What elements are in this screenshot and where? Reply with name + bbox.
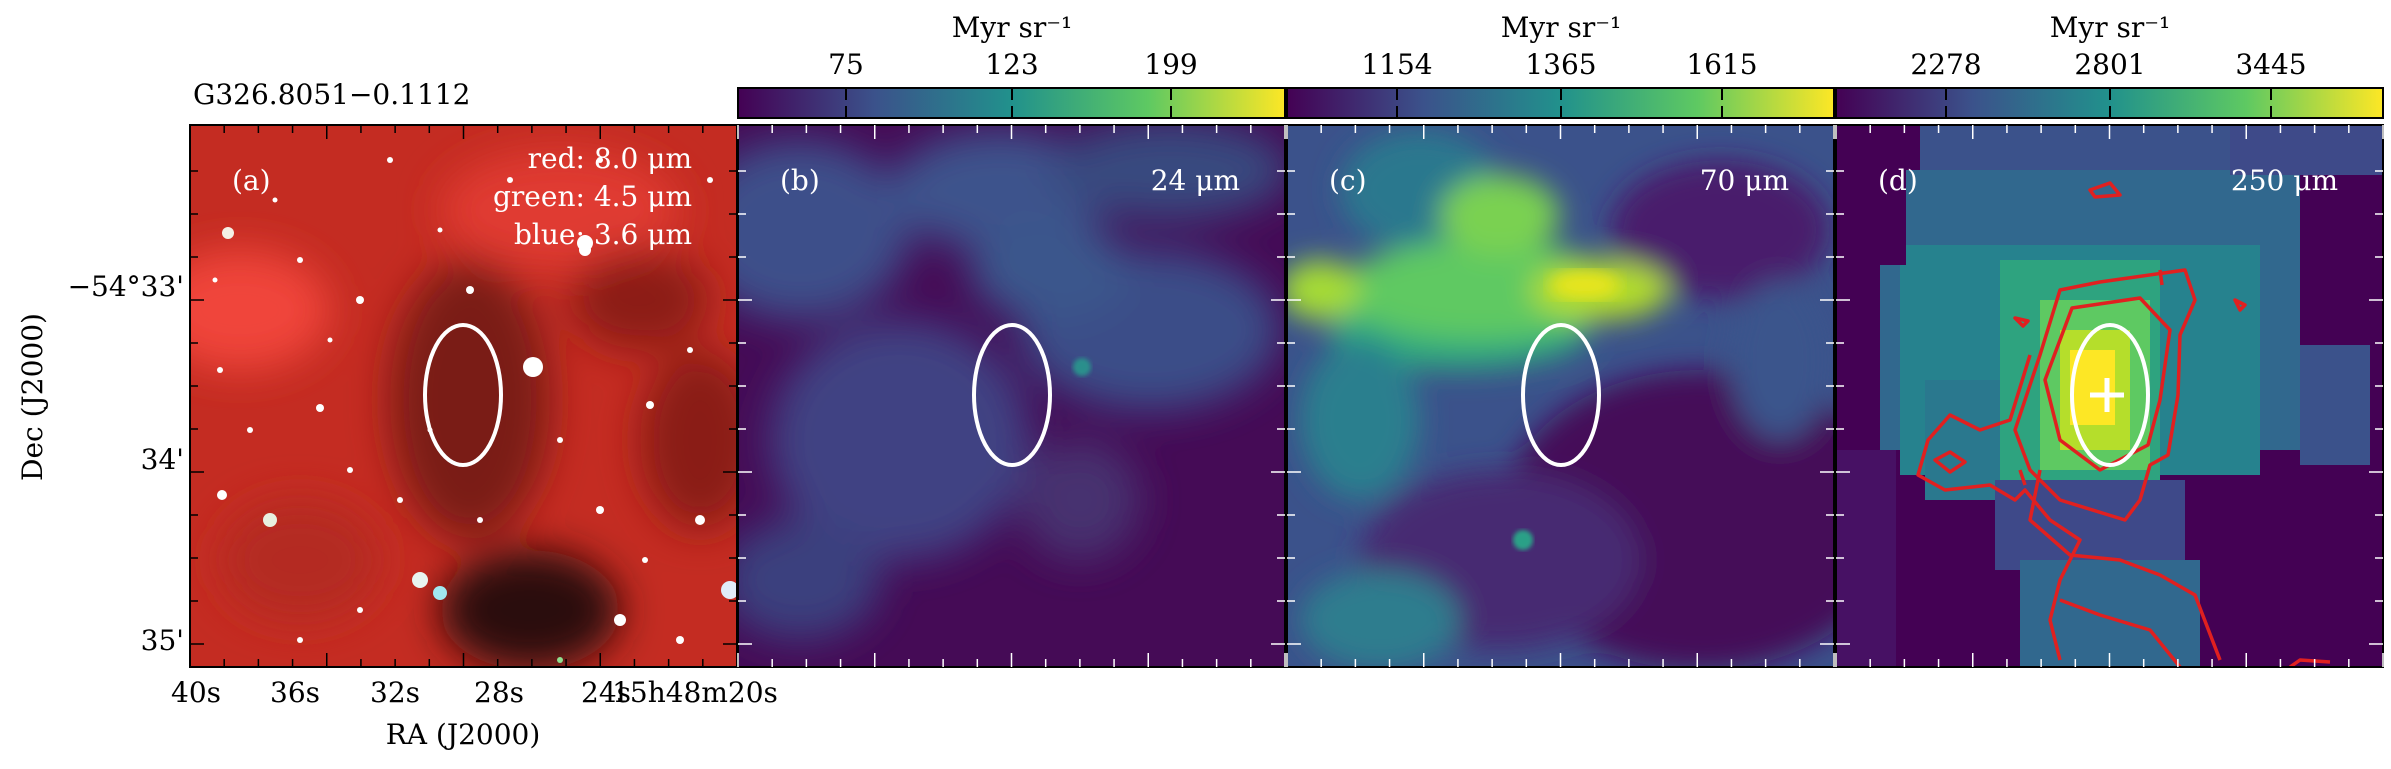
x-tick-label-6: 15h48m20s (612, 676, 778, 709)
panel-d: (d) 250 μm Myr sr⁻¹ 2278 2801 3445 (1835, 11, 2384, 668)
colorbar-d-tick-2: 2801 (2074, 48, 2145, 81)
colorbar-b-tick-3: 199 (1144, 48, 1197, 81)
ellipse-b (972, 323, 1052, 467)
frame-ticks (189, 125, 2384, 667)
x-tick-label-4: 28s (474, 676, 524, 709)
y-tick-label-3: 35' (141, 624, 184, 657)
colorbar-c-tick-1: 1154 (1361, 48, 1432, 81)
legend-red: red: 8.0 μm (528, 142, 692, 175)
colorbar-d-unit: Myr sr⁻¹ (2050, 11, 2171, 44)
cross-marker (2090, 378, 2124, 412)
colorbar-b-unit: Myr sr⁻¹ (952, 11, 1073, 44)
panel-c-wavelength: 70 μm (1700, 164, 1789, 197)
colorbar-c-tick-3: 1615 (1686, 48, 1757, 81)
colorbar-c-unit: Myr sr⁻¹ (1501, 11, 1622, 44)
ellipse-d (2070, 323, 2150, 467)
colorbar-b-tick-2: 123 (985, 48, 1038, 81)
colorbar-d-tick-1: 2278 (1910, 48, 1981, 81)
x-tick-label-5: 24s (581, 676, 631, 709)
panel-b-wavelength: 24 μm (1151, 164, 1240, 197)
colorbar-d-tick-3: 3445 (2235, 48, 2306, 81)
panel-a: (a) red: 8.0 μm green: 4.5 μm blue: 3.6 … (189, 124, 738, 668)
panel-d-label: (d) (1878, 164, 1918, 197)
legend-green: green: 4.5 μm (493, 180, 692, 213)
colorbar-b-tick-1: 75 (828, 48, 864, 81)
ellipse-c (1521, 323, 1601, 467)
colorbar-c-tick-2: 1365 (1525, 48, 1596, 81)
x-tick-label-3: 32s (370, 676, 420, 709)
legend-blue: blue: 3.6 μm (514, 218, 692, 251)
x-tick-label-1: 40s (171, 676, 221, 709)
panel-b-label: (b) (780, 164, 820, 197)
panel-c-label: (c) (1329, 164, 1367, 197)
y-axis-label: Dec (J2000) (16, 313, 49, 481)
y-tick-label-2: 34' (141, 443, 184, 476)
panel-a-label: (a) (232, 164, 271, 197)
panel-b: (b) 24 μm Myr sr⁻¹ 75 123 199 (737, 11, 1286, 668)
panel-d-wavelength: 250 μm (2231, 164, 2338, 197)
ellipse-a (423, 323, 503, 467)
x-axis-label: RA (J2000) (386, 718, 541, 751)
star-field (212, 157, 737, 663)
panel-c: (c) 70 μm Myr sr⁻¹ 1154 1365 1615 (1286, 11, 1835, 668)
x-tick-label-2: 36s (270, 676, 320, 709)
source-name: G326.8051−0.1112 (193, 78, 470, 111)
y-tick-label-1: −54°33' (68, 270, 184, 303)
contours (1916, 181, 2331, 667)
